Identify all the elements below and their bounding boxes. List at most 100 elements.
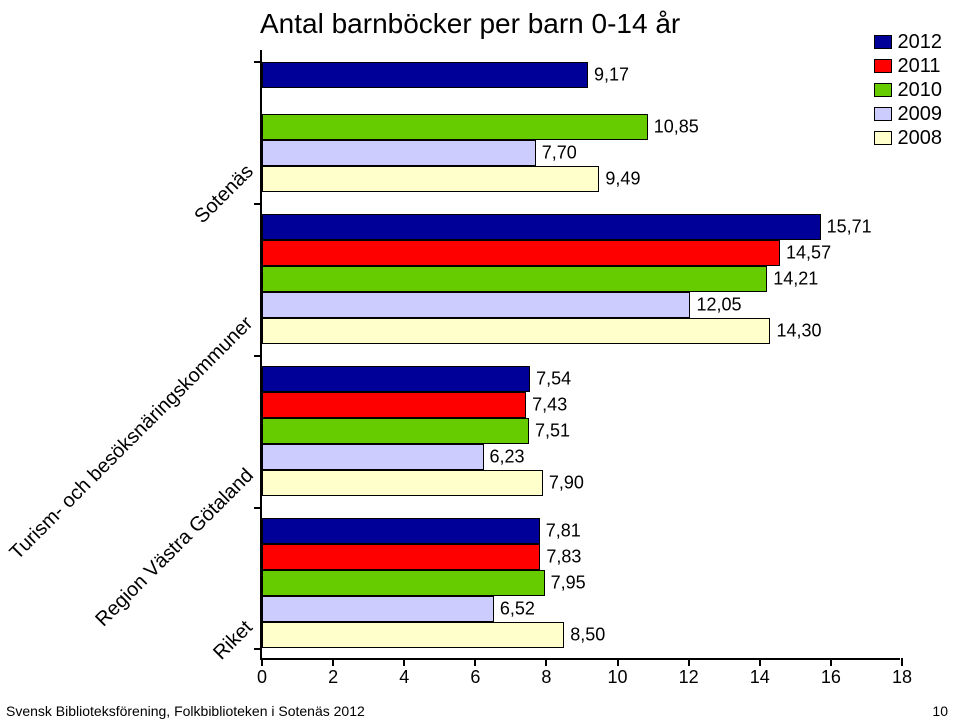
x-tick <box>332 658 334 666</box>
bar <box>262 392 526 418</box>
bar-value-label: 6,23 <box>490 447 525 468</box>
x-tick-label: 8 <box>541 667 551 688</box>
chart-title: Antal barnböcker per barn 0-14 år <box>260 8 680 40</box>
bar-value-label: 9,17 <box>594 65 629 86</box>
y-tick <box>254 507 262 509</box>
legend-swatch <box>874 59 892 73</box>
legend-swatch <box>874 107 892 121</box>
bar <box>262 266 767 292</box>
bar-value-label: 7,70 <box>542 143 577 164</box>
bar <box>262 292 690 318</box>
bar-value-label: 9,49 <box>605 169 640 190</box>
category-label: Region Västra Götaland <box>91 464 258 631</box>
x-tick <box>545 658 547 666</box>
legend-item: 2010 <box>874 78 943 102</box>
x-tick <box>403 658 405 666</box>
legend-label: 2011 <box>898 54 941 78</box>
bar-slot <box>262 88 900 114</box>
category-label: Sotenäs <box>190 160 258 228</box>
x-tick <box>688 658 690 666</box>
bar <box>262 240 780 266</box>
y-tick <box>254 203 262 205</box>
x-tick <box>261 658 263 666</box>
x-tick-label: 12 <box>679 667 699 688</box>
legend-item: 2012 <box>874 30 943 54</box>
category-group: 7,81 7,83 7,956,52 8,50 <box>262 518 900 648</box>
page-number: 10 <box>932 703 948 719</box>
bar-value-label: 7,83 <box>546 547 581 568</box>
category-group: 9,17 10,85 7,70 9,49 <box>262 62 900 192</box>
bar <box>262 418 529 444</box>
bar-slot: 14,30 <box>262 318 900 344</box>
legend-item: 2008 <box>874 126 943 150</box>
bar-slot: 7,51 <box>262 418 900 444</box>
bar-value-label: 7,51 <box>535 421 570 442</box>
category-group: 15,71 14,57 14,21 12,0514,30 <box>262 214 900 344</box>
bar-value-label: 14,57 <box>786 243 831 264</box>
bar-value-label: 14,21 <box>773 269 818 290</box>
bar-slot: 7,70 <box>262 140 900 166</box>
x-tick <box>830 658 832 666</box>
bar <box>262 544 540 570</box>
x-tick <box>617 658 619 666</box>
bar <box>262 622 564 648</box>
bar-slot: 6,23 <box>262 444 900 470</box>
bar-value-label: 10,85 <box>654 117 699 138</box>
x-tick-label: 0 <box>257 667 267 688</box>
x-tick-label: 2 <box>328 667 338 688</box>
bar <box>262 114 648 140</box>
bar-slot: 7,95 <box>262 570 900 596</box>
legend-swatch <box>874 83 892 97</box>
x-tick-label: 16 <box>821 667 841 688</box>
bar <box>262 596 494 622</box>
bar-slot: 14,57 <box>262 240 900 266</box>
bar-slot: 7,90 <box>262 470 900 496</box>
x-tick <box>474 658 476 666</box>
legend-item: 2009 <box>874 102 943 126</box>
bar <box>262 166 599 192</box>
bar-value-label: 15,71 <box>827 217 872 238</box>
legend-item: 2011 <box>874 54 943 78</box>
y-tick <box>254 61 262 63</box>
bar-value-label: 8,50 <box>570 625 605 646</box>
bar-slot: 9,49 <box>262 166 900 192</box>
x-tick-label: 18 <box>892 667 912 688</box>
bar-slot: 8,50 <box>262 622 900 648</box>
bar <box>262 570 545 596</box>
bar-slot: 6,52 <box>262 596 900 622</box>
bar <box>262 318 770 344</box>
bar-value-label: 7,43 <box>532 395 567 416</box>
bar <box>262 366 530 392</box>
category-label: Turism- och besöksnäringskommuner <box>6 312 258 564</box>
legend-label: 2009 <box>898 102 943 126</box>
bar <box>262 444 484 470</box>
legend-label: 2010 <box>898 78 943 102</box>
bar-slot: 10,85 <box>262 114 900 140</box>
legend-swatch <box>874 35 892 49</box>
legend-label: 2012 <box>898 30 943 54</box>
bar <box>262 518 540 544</box>
bar-slot: 7,43 <box>262 392 900 418</box>
y-tick <box>254 355 262 357</box>
bar-slot: 7,83 <box>262 544 900 570</box>
bar-value-label: 7,54 <box>536 369 571 390</box>
bar <box>262 214 821 240</box>
bar-slot: 7,54 <box>262 366 900 392</box>
x-tick-label: 4 <box>399 667 409 688</box>
bar-slot: 14,21 <box>262 266 900 292</box>
bar-slot: 7,81 <box>262 518 900 544</box>
plot-area: 0246810121416189,1710,857,709,4915,7114,… <box>260 50 900 660</box>
bar-value-label: 12,05 <box>696 295 741 316</box>
x-tick-label: 14 <box>750 667 770 688</box>
bar-slot: 15,71 <box>262 214 900 240</box>
bar <box>262 470 543 496</box>
y-tick <box>254 648 262 650</box>
bar <box>262 62 588 88</box>
bar-value-label: 7,90 <box>549 473 584 494</box>
bar <box>262 140 536 166</box>
legend-swatch <box>874 131 892 145</box>
bar-value-label: 7,95 <box>551 573 586 594</box>
category-group: 7,54 7,43 7,51 6,23 7,90 <box>262 366 900 496</box>
bar-slot: 12,05 <box>262 292 900 318</box>
x-tick-label: 6 <box>470 667 480 688</box>
